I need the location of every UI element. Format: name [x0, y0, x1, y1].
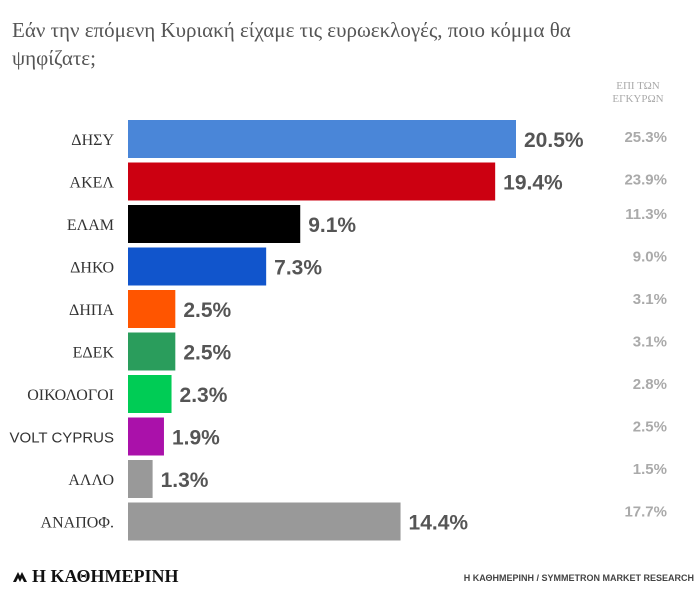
value-label: 2.5%: [183, 342, 231, 365]
category-label: VOLT CYPRUS: [10, 430, 114, 447]
category-label: ΔΗΚΟ: [70, 260, 114, 277]
category-label: ΔΗΣΥ: [71, 132, 114, 149]
category-label: ΕΔΕΚ: [73, 345, 115, 362]
bar: [128, 162, 496, 201]
bar: [128, 417, 164, 456]
category-label: ΟΙΚΟΛΟΓΟΙ: [27, 387, 114, 404]
bar: [128, 247, 267, 286]
valid-votes-label: 3.1%: [633, 334, 667, 351]
bar: [128, 290, 176, 328]
bar-chart: ΔΗΣΥ 20.5% 25.3% ΑΚΕΛ 19.4% 23.9% ΕΛΑΜ 9.1% 11.3…: [10, 120, 667, 541]
value-label: 2.5%: [183, 299, 231, 322]
value-label: 7.3%: [274, 257, 322, 280]
valid-votes-label: 23.9%: [624, 172, 667, 189]
bar: [128, 205, 301, 243]
publisher-logo: Η ΚΑΘΗΜΕΡΙΝΗ: [12, 566, 178, 587]
valid-votes-label: 3.1%: [633, 291, 667, 308]
valid-votes-label: 2.8%: [633, 376, 667, 393]
value-label: 9.1%: [308, 214, 356, 237]
valid-votes-label: 2.5%: [633, 419, 667, 436]
value-label: 14.4%: [409, 512, 469, 535]
category-label: ΔΗΠΑ: [69, 302, 114, 319]
value-label: 2.3%: [180, 384, 228, 407]
bar: [128, 375, 172, 413]
value-label: 1.3%: [161, 469, 209, 492]
valid-votes-label: 17.7%: [624, 504, 667, 521]
valid-votes-header: ΕΠΙ ΤΩΝ ΕΓΚΥΡΩΝ: [612, 80, 664, 105]
bar: [128, 460, 153, 498]
valid-votes-label: 25.3%: [624, 129, 667, 146]
bar: [128, 120, 516, 158]
category-label: ΑΝΑΠΟΦ.: [41, 515, 114, 532]
valid-votes-label: 11.3%: [625, 206, 667, 223]
bar: [128, 332, 176, 371]
value-label: 20.5%: [524, 129, 584, 152]
chart-title: Εάν την επόμενη Κυριακή είχαμε τις ευρωε…: [12, 18, 571, 70]
valid-votes-label: 1.5%: [633, 461, 667, 478]
value-label: 19.4%: [503, 172, 563, 195]
logo-text: Η ΚΑΘΗΜΕΡΙΝΗ: [32, 566, 179, 586]
value-label: 1.9%: [172, 427, 220, 450]
category-label: ΑΚΕΛ: [70, 175, 115, 192]
category-label: ΕΛΑΜ: [67, 217, 114, 234]
valid-votes-label: 9.0%: [633, 249, 667, 266]
bar: [128, 502, 401, 541]
source-credit: Η ΚΑΘΗΜΕΡΙΝΗ / SYMMETRON MARKET RESEARCH: [463, 573, 694, 583]
logo-mark-icon: [13, 571, 27, 582]
category-label: ΑΛΛΟ: [68, 472, 114, 489]
